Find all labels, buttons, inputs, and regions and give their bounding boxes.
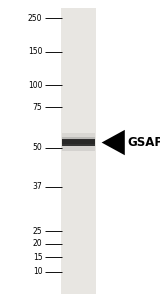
Bar bbox=[62, 140, 95, 144]
Bar bbox=[71, 8, 86, 294]
Bar bbox=[65, 8, 91, 294]
Bar bbox=[71, 8, 86, 294]
Bar bbox=[64, 8, 93, 294]
Bar bbox=[72, 8, 84, 294]
Bar bbox=[74, 8, 83, 294]
Bar bbox=[65, 8, 92, 294]
Bar bbox=[68, 8, 89, 294]
Bar bbox=[65, 8, 92, 294]
Bar bbox=[74, 8, 83, 294]
Bar bbox=[64, 8, 93, 294]
Polygon shape bbox=[102, 130, 125, 155]
Bar bbox=[63, 8, 94, 294]
Bar bbox=[64, 8, 93, 294]
Bar bbox=[68, 8, 89, 294]
Bar bbox=[72, 8, 85, 294]
Text: 37: 37 bbox=[33, 182, 42, 191]
Bar bbox=[78, 8, 79, 294]
Bar bbox=[77, 8, 80, 294]
Bar bbox=[62, 8, 95, 294]
Bar bbox=[72, 8, 85, 294]
Bar bbox=[76, 8, 81, 294]
Bar bbox=[70, 8, 87, 294]
Bar bbox=[71, 8, 85, 294]
Bar bbox=[76, 8, 81, 294]
Bar bbox=[72, 8, 85, 294]
Bar bbox=[69, 8, 88, 294]
Bar bbox=[77, 8, 80, 294]
Bar bbox=[65, 8, 92, 294]
Bar bbox=[75, 8, 82, 294]
Bar bbox=[67, 8, 90, 294]
Bar bbox=[77, 8, 79, 294]
Bar bbox=[67, 8, 90, 294]
Text: 20: 20 bbox=[33, 239, 42, 248]
Bar bbox=[67, 8, 90, 294]
Bar bbox=[62, 139, 95, 146]
Text: 250: 250 bbox=[28, 14, 42, 23]
Bar bbox=[66, 8, 90, 294]
Bar bbox=[78, 8, 79, 294]
Bar bbox=[70, 8, 87, 294]
Bar bbox=[73, 8, 84, 294]
Text: 50: 50 bbox=[33, 143, 42, 153]
Bar bbox=[76, 8, 80, 294]
Bar bbox=[69, 8, 88, 294]
Bar bbox=[71, 8, 86, 294]
Text: GSAP: GSAP bbox=[127, 136, 160, 149]
Bar bbox=[63, 8, 94, 294]
Bar bbox=[76, 8, 81, 294]
Bar bbox=[73, 8, 84, 294]
Bar bbox=[77, 8, 80, 294]
Bar bbox=[68, 8, 88, 294]
Bar bbox=[62, 133, 95, 144]
Text: 150: 150 bbox=[28, 47, 42, 56]
Text: 75: 75 bbox=[33, 103, 42, 112]
Bar bbox=[64, 8, 92, 294]
Bar bbox=[69, 8, 88, 294]
Text: 15: 15 bbox=[33, 253, 42, 262]
Bar bbox=[75, 8, 82, 294]
Bar bbox=[73, 8, 83, 294]
Bar bbox=[62, 8, 95, 294]
Bar bbox=[63, 8, 94, 294]
Bar bbox=[61, 8, 96, 294]
Bar bbox=[62, 137, 95, 144]
Bar bbox=[74, 8, 83, 294]
Bar bbox=[68, 8, 89, 294]
Bar bbox=[61, 8, 95, 294]
Bar bbox=[75, 8, 82, 294]
Bar bbox=[70, 8, 87, 294]
Text: 25: 25 bbox=[33, 226, 42, 236]
Text: 10: 10 bbox=[33, 267, 42, 276]
Bar bbox=[61, 8, 96, 294]
Bar bbox=[66, 8, 91, 294]
Bar bbox=[62, 146, 95, 151]
Bar bbox=[66, 8, 91, 294]
Text: 100: 100 bbox=[28, 81, 42, 90]
Bar bbox=[62, 8, 95, 294]
